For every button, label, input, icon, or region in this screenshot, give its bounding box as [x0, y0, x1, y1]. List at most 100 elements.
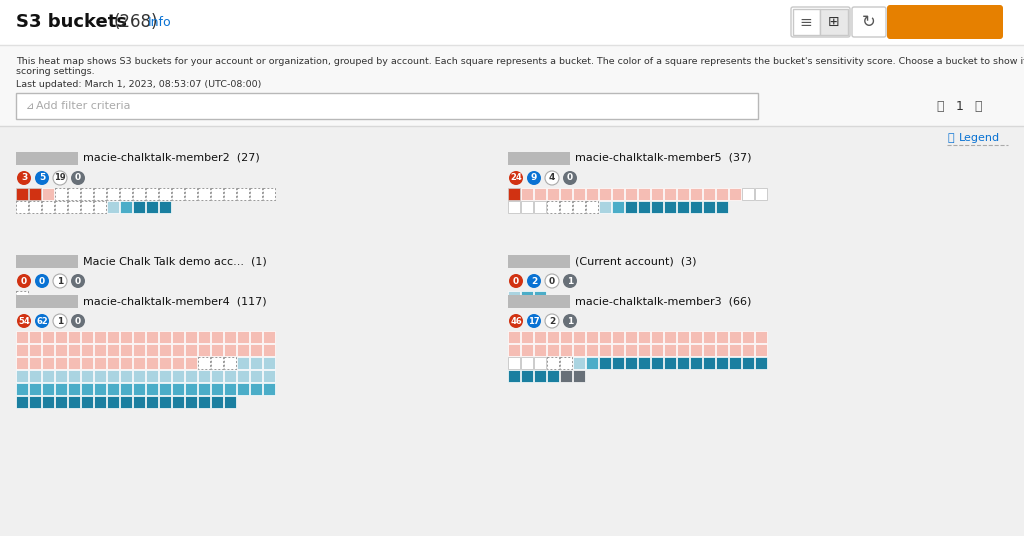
Bar — [42, 201, 54, 213]
Bar — [508, 255, 570, 268]
Bar — [185, 396, 197, 408]
Bar — [211, 396, 223, 408]
Bar — [211, 188, 223, 200]
Bar — [263, 370, 275, 382]
Bar — [690, 344, 702, 356]
Text: 54: 54 — [18, 316, 30, 325]
Text: 0: 0 — [75, 277, 81, 286]
Bar — [81, 396, 93, 408]
Bar — [703, 344, 715, 356]
Bar — [68, 357, 80, 369]
Bar — [30, 189, 41, 199]
Bar — [29, 188, 41, 200]
Bar — [120, 370, 132, 382]
Bar — [237, 331, 249, 343]
Bar — [703, 201, 715, 213]
Bar — [159, 396, 171, 408]
Bar — [263, 344, 275, 356]
Bar — [159, 370, 171, 382]
Text: 1: 1 — [956, 100, 964, 113]
Circle shape — [53, 171, 67, 185]
Bar — [250, 331, 262, 343]
Bar — [185, 383, 197, 395]
Bar — [29, 357, 41, 369]
Bar — [677, 188, 689, 200]
Bar — [547, 188, 559, 200]
Bar — [742, 344, 754, 356]
Bar — [638, 331, 650, 343]
Bar — [55, 396, 67, 408]
Bar — [573, 357, 585, 369]
Bar — [651, 331, 663, 343]
Text: 〈: 〈 — [936, 100, 944, 113]
Bar — [68, 201, 80, 213]
Bar — [159, 331, 171, 343]
Bar — [133, 383, 145, 395]
Text: 17: 17 — [528, 316, 540, 325]
Bar — [729, 188, 741, 200]
Bar — [42, 396, 54, 408]
Bar — [237, 188, 249, 200]
Bar — [133, 396, 145, 408]
Bar — [16, 295, 78, 308]
Bar — [237, 370, 249, 382]
Bar — [94, 357, 106, 369]
Bar — [742, 331, 754, 343]
Bar — [16, 93, 758, 119]
Bar — [120, 331, 132, 343]
Text: 1: 1 — [57, 277, 63, 286]
Circle shape — [545, 274, 559, 288]
FancyBboxPatch shape — [852, 7, 886, 37]
Bar — [599, 188, 611, 200]
Bar — [198, 344, 210, 356]
FancyBboxPatch shape — [791, 7, 850, 37]
Bar — [146, 201, 158, 213]
Bar — [120, 188, 132, 200]
Bar — [703, 357, 715, 369]
Bar — [755, 357, 767, 369]
Text: ⊞: ⊞ — [828, 15, 840, 29]
Text: Create job: Create job — [904, 15, 986, 29]
Text: 9: 9 — [530, 174, 538, 182]
Circle shape — [509, 171, 523, 185]
Bar — [250, 188, 262, 200]
Bar — [612, 188, 624, 200]
Bar — [716, 201, 728, 213]
Bar — [120, 344, 132, 356]
Text: 0: 0 — [549, 277, 555, 286]
Bar — [133, 344, 145, 356]
Bar — [664, 357, 676, 369]
Bar — [742, 188, 754, 200]
Bar — [237, 344, 249, 356]
Bar — [716, 331, 728, 343]
Bar — [263, 188, 275, 200]
Text: 4: 4 — [549, 174, 555, 182]
Bar — [521, 357, 534, 369]
Bar — [172, 188, 184, 200]
Bar — [586, 188, 598, 200]
Bar — [16, 396, 28, 408]
Text: 24: 24 — [510, 174, 522, 182]
Bar — [534, 291, 546, 303]
Text: 2: 2 — [549, 316, 555, 325]
Bar — [690, 188, 702, 200]
Bar — [547, 357, 559, 369]
Bar — [508, 370, 520, 382]
Bar — [106, 331, 119, 343]
Bar — [159, 344, 171, 356]
Text: 62: 62 — [36, 316, 48, 325]
Bar — [508, 188, 520, 200]
Bar — [16, 189, 28, 199]
Bar — [185, 370, 197, 382]
Bar — [94, 201, 106, 213]
Bar — [664, 344, 676, 356]
Bar — [651, 357, 663, 369]
Bar — [560, 201, 572, 213]
Bar — [211, 383, 223, 395]
Text: macie-chalktalk-member5  (37): macie-chalktalk-member5 (37) — [575, 153, 752, 163]
Bar — [106, 370, 119, 382]
Bar — [612, 357, 624, 369]
Bar — [146, 331, 158, 343]
Bar — [106, 201, 119, 213]
Bar — [106, 357, 119, 369]
